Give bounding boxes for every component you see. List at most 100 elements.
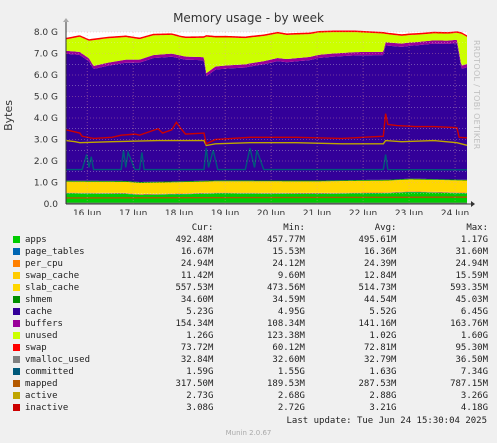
legend-cur-value: 2.73G <box>186 391 214 401</box>
chart-title: Memory usage - by week <box>173 11 324 25</box>
y-tick-label: 3.0 G <box>34 136 58 146</box>
legend-row-slab-cache: slab_cache 557.53M 473.56M 514.73M 593.35M <box>10 282 488 294</box>
legend-avg-value: 1.02G <box>369 331 397 341</box>
legend-min-value: 473.56M <box>266 283 305 293</box>
legend-min-value: 1.55G <box>277 367 305 377</box>
legend-avg-value: 287.53M <box>358 379 397 389</box>
legend-avg-value: 5.52G <box>369 307 397 317</box>
legend-cur-value: 34.60M <box>180 295 214 305</box>
legend-swatch <box>13 404 20 411</box>
legend-cur-value: 1.26G <box>186 331 214 341</box>
legend-series-name: apps <box>25 235 47 245</box>
area-shmem <box>66 178 467 183</box>
legend-row-page-tables: page_tables 16.67M 15.53M 16.36M 31.60M <box>10 246 488 258</box>
legend-header-max: Max: <box>466 223 488 233</box>
legend-row-shmem: shmem 34.60M 34.59M 44.54M 45.03M <box>10 294 488 306</box>
legend-row-vmalloc-used: vmalloc_used 32.84M 32.60M 32.79M 36.50M <box>10 354 488 366</box>
area-buffers <box>66 39 467 77</box>
legend-avg-value: 1.63G <box>369 367 397 377</box>
legend-series-name: vmalloc_used <box>25 355 91 365</box>
legend-cur-value: 32.84M <box>180 355 214 365</box>
y-tick-label: 7.0 G <box>34 50 58 60</box>
legend-row-mapped: mapped 317.50M 189.53M 287.53M 787.15M <box>10 378 488 390</box>
y-tick-label: 8.0 G <box>34 28 58 38</box>
legend-cur-value: 492.48M <box>175 235 214 245</box>
legend-header-cur: Cur: <box>191 223 214 233</box>
legend-swatch <box>13 356 20 363</box>
legend-min-value: 24.12M <box>272 259 305 269</box>
line-inactive <box>65 113 468 145</box>
legend-max-value: 3.26G <box>460 391 488 401</box>
legend-cur-value: 317.50M <box>175 379 214 389</box>
legend-max-value: 31.60M <box>455 247 488 257</box>
y-tick-label: 4.0 G <box>34 114 58 124</box>
legend-avg-value: 24.39M <box>363 259 397 269</box>
legend-max-value: 15.59M <box>455 271 488 281</box>
legend-row-swap: swap 73.72M 60.12M 72.81M 95.30M <box>10 342 488 354</box>
legend-max-value: 7.34G <box>460 367 488 377</box>
legend-cur-value: 5.23G <box>186 307 214 317</box>
line-active <box>65 139 468 147</box>
legend-swatch <box>13 392 20 399</box>
legend-series-name: mapped <box>25 379 58 389</box>
legend-max-value: 95.30M <box>455 343 488 353</box>
legend-cur-value: 73.72M <box>180 343 214 353</box>
x-tick-label: 16 Jun <box>73 209 101 215</box>
legend-avg-value: 514.73M <box>358 283 397 293</box>
legend-swatch <box>13 308 20 315</box>
x-tick-label: 18 Jun <box>165 209 193 215</box>
legend-max-value: 787.15M <box>450 379 488 389</box>
legend-row-swap-cache: swap_cache 11.42M 9.60M 12.84M 15.59M <box>10 270 488 282</box>
x-tick-label: 19 Jun <box>211 209 239 215</box>
legend-max-value: 1.60G <box>460 331 488 341</box>
legend-series-name: swap <box>25 343 47 353</box>
legend-max-value: 45.03M <box>455 295 488 305</box>
legend-cur-value: 24.94M <box>180 259 214 269</box>
legend-series-name: swap_cache <box>25 271 80 281</box>
legend-row-buffers: buffers 154.34M 108.34M 141.16M 163.76M <box>10 318 488 330</box>
legend-swatch <box>13 260 20 267</box>
legend-avg-value: 16.36M <box>363 247 397 257</box>
memory-area-chart: 0.0 1.0 G 2.0 G 3.0 G 4.0 G 5.0 G 6.0 G 7.0 G 8.… <box>34 18 475 215</box>
x-axis-arrow <box>471 201 475 207</box>
legend-max-value: 36.50M <box>455 355 488 365</box>
x-tick-label: 20 Jun <box>257 209 285 215</box>
x-tick-label: 24 Jun <box>441 209 469 215</box>
legend-row-active: active 2.73G 2.68G 2.88G 3.26G <box>10 390 488 402</box>
y-tick-label: 6.0 G <box>34 71 58 81</box>
x-tick-label: 17 Jun <box>119 209 147 215</box>
legend-header-min: Min: <box>283 223 305 233</box>
legend-avg-value: 141.16M <box>358 319 397 329</box>
legend-min-value: 2.68G <box>277 391 305 401</box>
x-tick-label: 22 Jun <box>349 209 377 215</box>
legend-max-value: 1.17G <box>460 235 488 245</box>
legend-swatch <box>13 344 20 351</box>
line-committed <box>66 147 468 171</box>
legend-min-value: 189.53M <box>266 379 305 389</box>
legend-cur-value: 154.34M <box>175 319 214 329</box>
area-page-tables <box>66 191 467 195</box>
area-slab-cache <box>66 179 467 194</box>
legend-series-name: active <box>25 391 58 401</box>
y-tick-label: 0.0 <box>44 200 59 210</box>
legend-min-value: 2.72G <box>277 403 305 413</box>
legend-series-name: slab_cache <box>25 283 80 293</box>
legend-min-value: 123.38M <box>266 331 305 341</box>
legend-cur-value: 1.59G <box>186 367 214 377</box>
legend-avg-value: 72.81M <box>363 343 397 353</box>
legend-row-inactive: inactive 3.08G 2.72G 3.21G 4.18G <box>10 402 488 414</box>
legend-series-name: page_tables <box>25 247 85 257</box>
area-per-cpu <box>66 191 467 195</box>
x-tick-label: 23 Jun <box>395 209 423 215</box>
area-unused <box>66 32 467 74</box>
legend-max-value: 593.35M <box>450 283 488 293</box>
legend-avg-value: 495.61M <box>358 235 397 245</box>
legend-cur-value: 557.53M <box>175 283 214 293</box>
legend-header-avg: Avg: <box>374 223 397 233</box>
line-mapped <box>65 196 468 199</box>
y-tick-label: 1.0 G <box>34 179 58 189</box>
area-cache <box>66 43 467 182</box>
legend-swatch <box>13 380 20 387</box>
legend-cur-value: 11.42M <box>180 271 214 281</box>
legend-min-value: 457.77M <box>266 235 305 245</box>
